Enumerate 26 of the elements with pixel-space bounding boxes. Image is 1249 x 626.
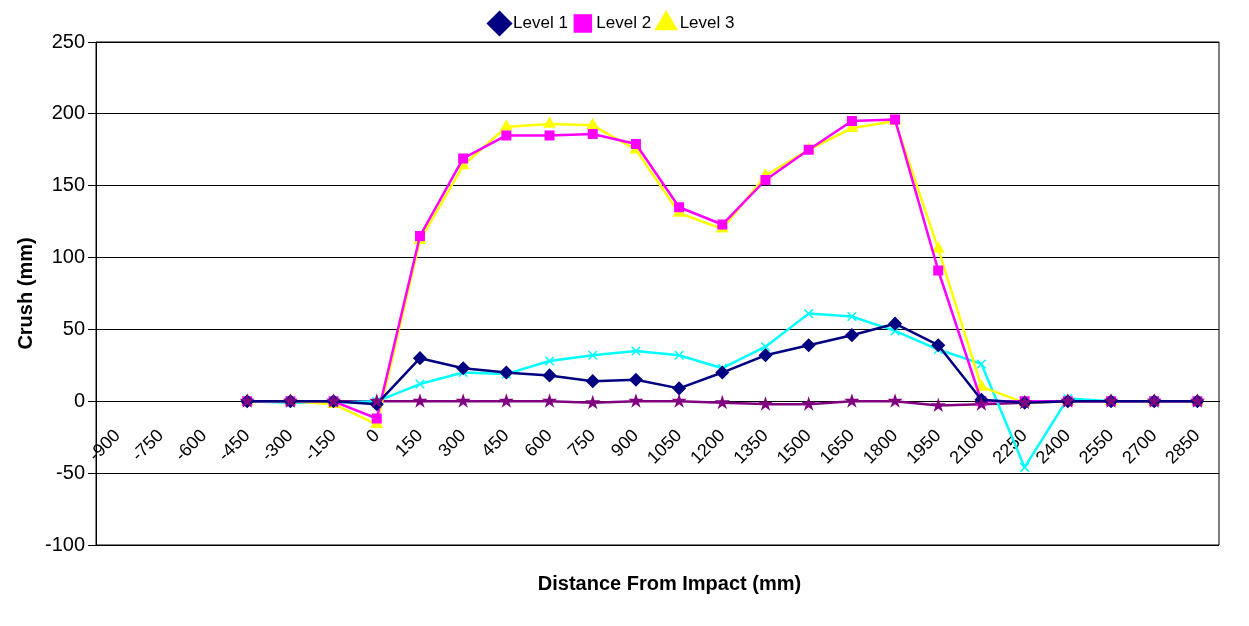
y-tick-label: 100 [51,245,86,268]
y-tick-label: 200 [51,101,86,124]
x-tick-label: 0 [361,425,384,447]
x-tick-label: -900 [84,425,124,465]
x-tick-label: -300 [257,425,297,465]
x-tick-label: -750 [127,425,168,465]
x-tick-label: 300 [434,425,470,461]
x-tick-label: 900 [606,425,643,461]
x-axis-title: Distance From Impact (mm) [536,572,803,595]
legend-label: Level 3 [679,13,735,33]
y-tick-label: 150 [51,173,86,196]
x-tick-label: 600 [520,425,556,461]
y-axis-title: Crush (mm) [13,237,36,350]
legend-label: Level 2 [596,13,652,33]
x-tick-label: 150 [390,425,427,461]
x-tick-label: -600 [170,425,211,465]
y-tick-label: 50 [62,316,86,339]
y-tick-label: 0 [73,388,86,411]
y-tick-label: -100 [45,532,86,555]
y-tick-label: -50 [56,460,86,483]
x-tick-label: 450 [477,425,513,461]
x-tick-label: -450 [213,425,254,465]
x-tick-label: 750 [563,425,600,461]
x-tick-label: -150 [300,425,340,465]
y-tick-label: 250 [51,29,86,52]
legend-label: Level 1 [513,13,568,33]
